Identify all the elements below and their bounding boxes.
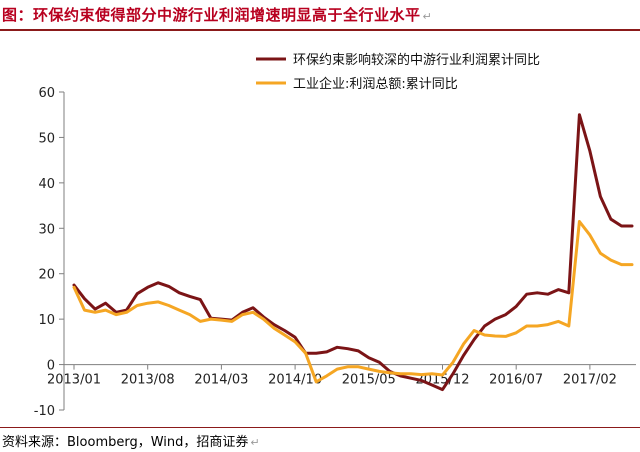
line-chart: -10 0 10 20 30 40 50 60 2013/01 2013/08 2014/03 201…: [34, 52, 636, 419]
source-text: 资料来源：Bloomberg，Wind，招商证券: [2, 435, 249, 450]
legend-label-2: 工业企业:利润总额:累计同比: [293, 76, 458, 92]
x-tick-label: 2017/02: [563, 373, 617, 388]
y-tick-label: -10: [34, 404, 55, 419]
y-tick-label: 20: [38, 268, 55, 283]
chart-series: [72, 113, 634, 392]
paragraph-mark: ↵: [250, 436, 260, 449]
title-divider: [0, 29, 640, 31]
y-tick-label: 30: [38, 222, 55, 237]
y-tick-label: 40: [38, 177, 55, 192]
x-tick-label: 2014/10: [268, 373, 322, 388]
chart-axes: -10 0 10 20 30 40 50 60 2013/01 2013/08 2014/03 201…: [34, 86, 636, 419]
x-tick-label: 2016/07: [489, 373, 543, 388]
chart-title-text: 图：环保约束使得部分中游行业利润增速明显高于全行业水平: [2, 6, 421, 24]
x-tick-label: 2014/03: [194, 373, 248, 388]
y-tick-label: 50: [38, 131, 55, 146]
chart-title: 图：环保约束使得部分中游行业利润增速明显高于全行业水平 ↵: [2, 4, 432, 25]
source-divider: [0, 427, 640, 428]
x-tick-label: 2015/05: [342, 373, 396, 388]
series-line-2: [72, 220, 634, 384]
y-tick-label: 60: [38, 86, 55, 101]
legend-label-1: 环保约束影响较深的中游行业利润累计同比: [293, 52, 540, 68]
paragraph-mark: ↵: [422, 10, 433, 23]
source-note: 资料来源：Bloomberg，Wind，招商证券 ↵: [2, 431, 260, 450]
y-tick-label: 10: [38, 313, 55, 328]
y-tick-label: 0: [47, 359, 55, 374]
series-line-1: [72, 113, 634, 392]
x-tick-label: 2013/01: [47, 373, 101, 388]
x-tick-label: 2013/08: [121, 373, 175, 388]
